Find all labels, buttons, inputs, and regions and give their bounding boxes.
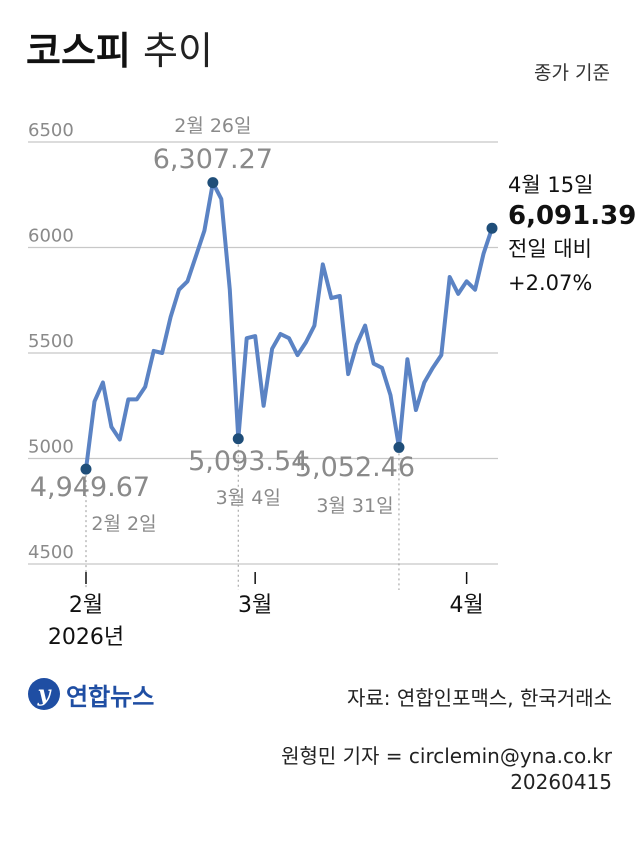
data-point-marker [207,177,219,189]
y-tick-label: 6500 [28,120,74,141]
point-value-label: 4,949.67 [30,472,150,503]
kospi-series-line [84,180,494,472]
y-tick-label: 5500 [28,331,74,352]
yonhap-logo: y 연합뉴스 [28,676,154,712]
point-value-label: 5,093.54 [188,446,308,477]
point-date-label: 3월 31일 [316,495,393,517]
reporter-credit: 원형민 기자 = circlemin@yna.co.kr [281,744,612,768]
kospi-line-chart: 6500 6000 5500 5000 4500 2월 2026년 3월 4월 4,949.67 2… [28,115,636,650]
data-point-marker [80,463,92,475]
y-tick-label: 4500 [28,542,74,563]
point-value-label: 6,091.39 [508,201,636,231]
basis-note: 종가 기준 [534,62,610,84]
data-point-marker [393,441,405,453]
x-year-label: 2026년 [48,625,124,650]
point-value-label: 6,307.27 [153,144,273,175]
x-month-label: 2월 [69,593,103,618]
yonhap-logo-icon: y [28,678,60,710]
title-main: 코스피 [26,29,131,73]
change-caption: 전일 대비 [508,237,592,261]
yonhap-logo-text: 연합뉴스 [66,682,155,711]
x-month-label: 4월 [450,593,484,618]
y-tick-label: 5000 [28,437,74,458]
point-date-label: 2월 26일 [174,115,251,137]
title-sub: 추이 [142,29,213,73]
source-note: 자료: 연합인포맥스, 한국거래소 [346,686,612,710]
publish-date: 20260415 [510,770,612,794]
chart-title: 코스피 추이 [26,32,213,70]
data-point-marker [232,433,244,445]
data-point-marker [486,222,498,234]
point-date-label: 2월 2일 [91,513,156,535]
point-date-label: 4월 15일 [508,173,593,197]
point-value-label: 5,052.46 [295,452,415,483]
change-value: +2.07% [508,271,592,295]
y-tick-label: 6000 [28,226,74,247]
x-month-label: 3월 [238,593,272,618]
point-date-label: 3월 4일 [216,487,281,509]
